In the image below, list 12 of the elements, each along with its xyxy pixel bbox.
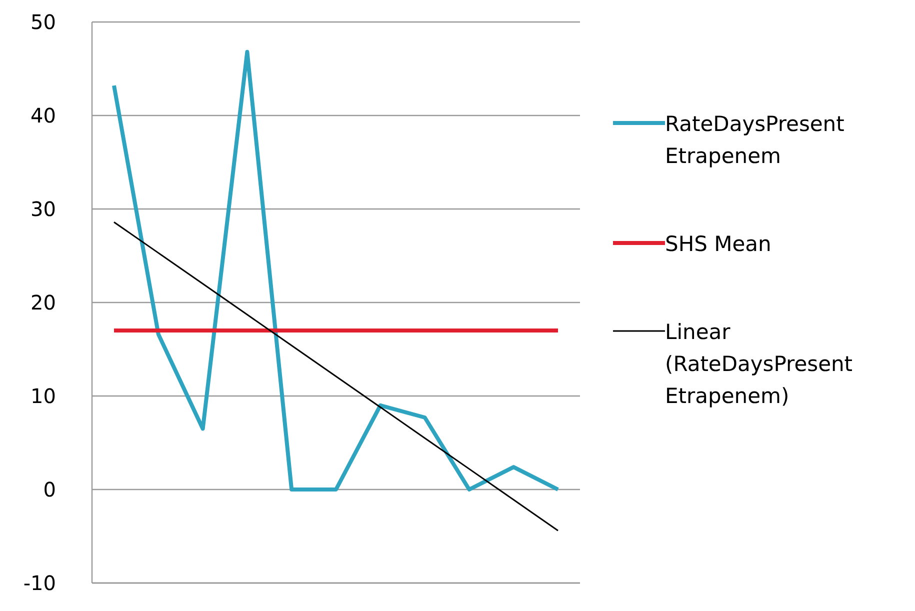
y-tick-label: 0 <box>43 478 56 502</box>
legend-label: SHS Mean <box>665 231 772 258</box>
line-series <box>112 50 560 492</box>
y-tick-label: 50 <box>30 10 56 34</box>
y-tick-label: 30 <box>30 197 56 222</box>
legend-label: RateDaysPresent Etrapenem <box>665 111 846 170</box>
y-tick-label: 10 <box>30 384 56 408</box>
legend-label: Linear (RateDaysPresent Etrapenem) <box>665 319 854 410</box>
y-tick-label: -10 <box>23 571 56 596</box>
line-series <box>113 221 559 532</box>
y-tick-label: 40 <box>30 104 56 128</box>
y-tick-label: 20 <box>30 290 56 315</box>
